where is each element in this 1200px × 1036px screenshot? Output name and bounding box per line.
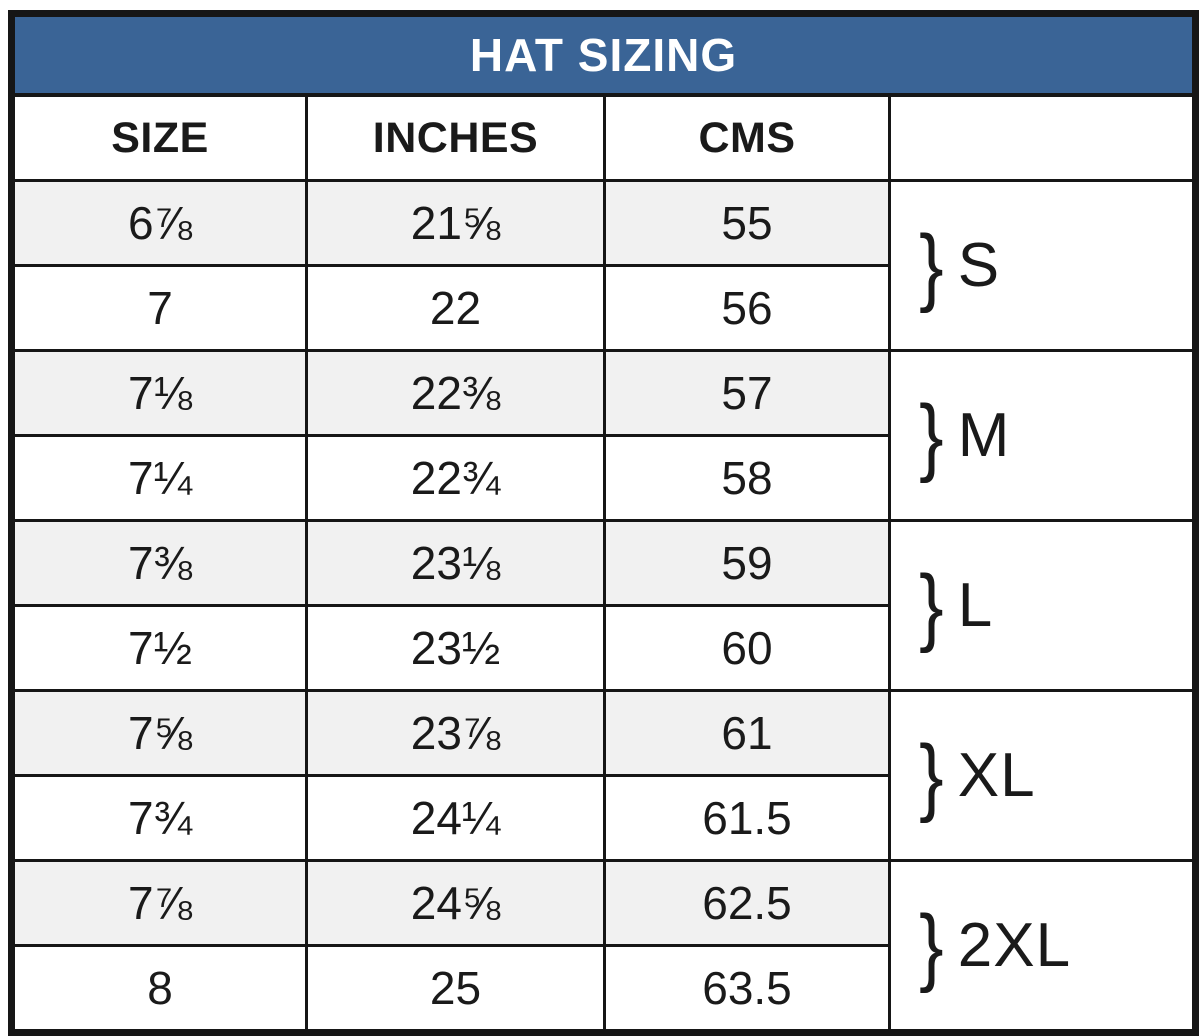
table-row: 7¼ 22¾ 58: [10, 434, 1196, 522]
inches-cell: 23⅛: [305, 519, 606, 607]
group-cell-m: } M: [888, 349, 1197, 522]
group-label: S: [957, 231, 1001, 300]
group-label: L: [957, 571, 994, 640]
cms-cell: 58: [603, 434, 891, 522]
table-row: 7⅞ 24⅝ 62.5 } 2XL: [10, 859, 1197, 1034]
inches-cell: 23⅞: [305, 689, 606, 777]
table-row: 7½ 23½ 60: [10, 604, 1196, 692]
group-label: M: [957, 401, 1011, 470]
size-cell: 8: [10, 944, 308, 1034]
cms-cell: 60: [603, 604, 891, 692]
group-label: XL: [957, 741, 1036, 810]
cms-cell: 55: [603, 179, 891, 267]
brace-glyph: }: [919, 727, 944, 824]
group-label: 2XL: [957, 911, 1072, 980]
cms-cell: 56: [603, 264, 891, 352]
size-cell: 6⅞: [10, 179, 308, 267]
size-cell: 7½: [10, 604, 308, 692]
title-row: HAT SIZING: [10, 12, 1197, 97]
size-cell: 7¾: [10, 774, 308, 862]
cms-cell: 62.5: [603, 859, 891, 947]
group-content: } S: [893, 217, 1193, 314]
brace-glyph: }: [919, 387, 944, 484]
hat-sizing-table: HAT SIZING SIZE INCHES CMS 6⅞ 21⅝ 55 } S…: [8, 10, 1199, 1036]
cms-cell: 59: [603, 519, 891, 607]
brace-glyph: }: [919, 557, 944, 654]
size-cell: 7⅞: [10, 859, 308, 947]
table-row: 6⅞ 21⅝ 55 } S: [10, 179, 1197, 352]
header-row: SIZE INCHES CMS: [10, 93, 1197, 182]
size-cell: 7¼: [10, 434, 308, 522]
cms-cell: 61.5: [603, 774, 891, 862]
column-header-size: SIZE: [10, 93, 308, 182]
group-cell-2xl: } 2XL: [888, 859, 1197, 1034]
cms-cell: 57: [603, 349, 891, 437]
size-cell: 7: [10, 264, 308, 352]
size-cell: 7⅛: [10, 349, 308, 437]
group-content: } L: [893, 557, 1193, 654]
brace-glyph: }: [919, 897, 944, 994]
inches-cell: 25: [305, 944, 606, 1034]
inches-cell: 23½: [305, 604, 606, 692]
size-cell: 7⅝: [10, 689, 308, 777]
group-content: } XL: [893, 727, 1193, 824]
group-content: } 2XL: [893, 897, 1193, 994]
inches-cell: 22¾: [305, 434, 606, 522]
table-title: HAT SIZING: [10, 12, 1197, 97]
inches-cell: 24¼: [305, 774, 606, 862]
table-row: 7¾ 24¼ 61.5: [10, 774, 1196, 862]
inches-cell: 21⅝: [305, 179, 606, 267]
cms-cell: 61: [603, 689, 891, 777]
inches-cell: 22⅜: [305, 349, 606, 437]
inches-cell: 24⅝: [305, 859, 606, 947]
group-cell-l: } L: [888, 519, 1197, 692]
size-cell: 7⅜: [10, 519, 308, 607]
table-row: 7⅝ 23⅞ 61 } XL: [10, 689, 1197, 862]
table-row: 7⅜ 23⅛ 59 } L: [10, 519, 1197, 692]
inches-cell: 22: [305, 264, 606, 352]
group-cell-s: } S: [888, 179, 1197, 352]
column-header-inches: INCHES: [305, 93, 606, 182]
cms-cell: 63.5: [603, 944, 891, 1034]
table-row: 7 22 56: [10, 264, 1196, 352]
table-row: 7⅛ 22⅜ 57 } M: [10, 349, 1197, 522]
group-cell-xl: } XL: [888, 689, 1197, 862]
column-header-cms: CMS: [603, 93, 891, 182]
group-content: } M: [893, 387, 1193, 484]
brace-glyph: }: [919, 217, 944, 314]
column-header-group: [888, 93, 1197, 182]
table-row: 8 25 63.5: [10, 944, 1196, 1034]
